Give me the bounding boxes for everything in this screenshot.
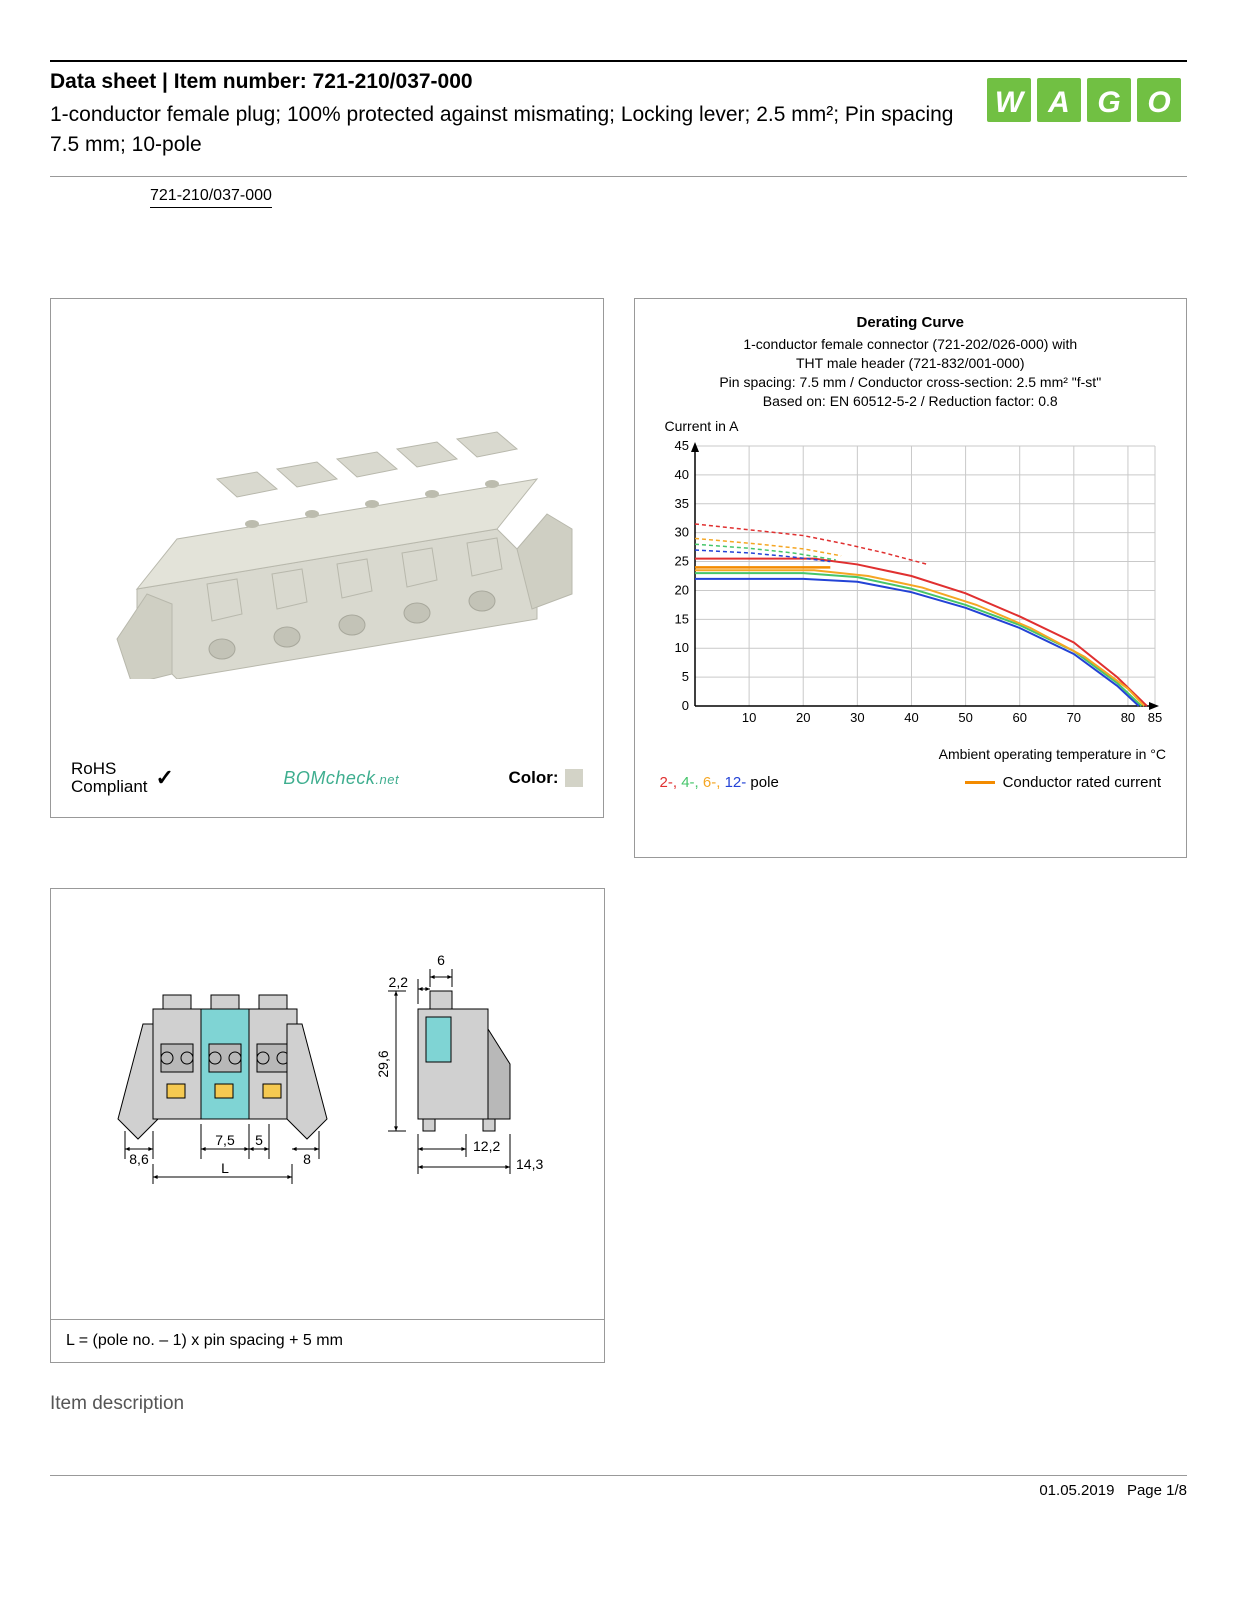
svg-text:O: O (1147, 86, 1170, 119)
svg-text:L: L (221, 1160, 229, 1176)
svg-text:2,2: 2,2 (388, 974, 408, 990)
svg-text:12,2: 12,2 (473, 1138, 500, 1154)
chart-title: Derating Curve (655, 314, 1167, 331)
x-axis-label: Ambient operating temperature in °C (655, 746, 1167, 762)
svg-text:G: G (1097, 86, 1120, 119)
dimension-panel: 8,6 7,5 5 8 L 6 2,2 29,6 12,2 14,3 L = (pole no. … (50, 888, 605, 1363)
svg-text:35: 35 (674, 496, 688, 511)
chart-legend: 2-, 4-, 6-, 12- pole Conductor rated cur… (655, 774, 1167, 791)
rohs-label: RoHS (71, 759, 116, 778)
bomcheck-suffix: .net (375, 772, 399, 787)
legend-rated-swatch (965, 781, 995, 784)
compliant-label: Compliant (71, 777, 148, 796)
svg-text:50: 50 (958, 710, 972, 725)
legend-poles: 2-, 4-, 6-, 12- pole (660, 774, 779, 791)
svg-text:30: 30 (850, 710, 864, 725)
color-block: Color: (508, 768, 582, 788)
chart-sub2: THT male header (721-832/001-000) (655, 354, 1167, 373)
svg-text:80: 80 (1120, 710, 1134, 725)
svg-text:29,6: 29,6 (375, 1050, 391, 1077)
chart-sub3: Pin spacing: 7.5 mm / Conductor cross-se… (655, 373, 1167, 392)
svg-text:40: 40 (674, 467, 688, 482)
product-image-panel: RoHS Compliant ✓ BOMcheck.net Color: (50, 298, 604, 818)
footer-divider (50, 1475, 1187, 1476)
bomcheck-logo: BOMcheck.net (283, 768, 399, 789)
chart-plot: 0 5 10 15 20 25 30 35 40 45 10 20 30 40 50 60 70 80 85 (655, 436, 1165, 746)
svg-text:5: 5 (681, 670, 688, 685)
item-number-link[interactable]: 721-210/037-000 (150, 187, 272, 208)
title-prefix: Data sheet | Item number: (50, 70, 313, 93)
dimension-formula: L = (pole no. – 1) x pin spacing + 5 mm (51, 1319, 604, 1362)
rohs-text: RoHS Compliant (71, 760, 148, 797)
svg-text:A: A (1047, 86, 1070, 119)
svg-text:0: 0 (681, 698, 688, 713)
svg-text:W: W (995, 86, 1026, 119)
y-axis-label: Current in A (665, 418, 1167, 434)
svg-text:6: 6 (437, 952, 445, 968)
legend-rated: Conductor rated current (965, 774, 1161, 791)
header: Data sheet | Item number: 721-210/037-00… (50, 60, 1187, 177)
svg-text:10: 10 (674, 641, 688, 656)
svg-text:45: 45 (674, 438, 688, 453)
title-item-number: 721-210/037-000 (313, 70, 473, 93)
chart-sub4: Based on: EN 60512-5-2 / Reduction facto… (655, 392, 1167, 411)
svg-text:15: 15 (674, 612, 688, 627)
product-drawing (71, 319, 583, 699)
top-panels: RoHS Compliant ✓ BOMcheck.net Color: Der… (50, 298, 1187, 858)
footer-date: 01.05.2019 (1039, 1482, 1114, 1499)
brand-logo: W A G O (987, 70, 1187, 135)
chart-panel: Derating Curve 1-conductor female connec… (634, 298, 1188, 858)
svg-text:20: 20 (674, 583, 688, 598)
svg-text:60: 60 (1012, 710, 1026, 725)
svg-text:70: 70 (1066, 710, 1080, 725)
svg-text:20: 20 (796, 710, 810, 725)
footer-page: Page 1/8 (1127, 1482, 1187, 1499)
rohs-block: RoHS Compliant ✓ (71, 760, 174, 797)
color-label: Color: (508, 768, 558, 788)
bomcheck-text: BOMcheck (283, 768, 375, 788)
checkmark-icon: ✓ (156, 765, 174, 791)
color-swatch (565, 769, 583, 787)
svg-text:40: 40 (904, 710, 918, 725)
svg-text:7,5: 7,5 (215, 1132, 235, 1148)
svg-text:25: 25 (674, 554, 688, 569)
product-footer: RoHS Compliant ✓ BOMcheck.net Color: (71, 760, 583, 797)
dimension-drawing: 8,6 7,5 5 8 L 6 2,2 29,6 12,2 14,3 (51, 889, 604, 1289)
svg-text:30: 30 (674, 525, 688, 540)
page-subtitle: 1-conductor female plug; 100% protected … (50, 100, 987, 161)
chart-sub1: 1-conductor female connector (721-202/02… (655, 335, 1167, 354)
svg-text:10: 10 (741, 710, 755, 725)
svg-text:8,6: 8,6 (129, 1151, 149, 1167)
svg-text:85: 85 (1147, 710, 1161, 725)
svg-text:8: 8 (303, 1151, 311, 1167)
svg-text:5: 5 (255, 1132, 263, 1148)
header-text: Data sheet | Item number: 721-210/037-00… (50, 70, 987, 161)
svg-text:14,3: 14,3 (516, 1156, 543, 1172)
section-heading: Item description (50, 1393, 1187, 1415)
page-footer: 01.05.2019 Page 1/8 (50, 1482, 1187, 1499)
page-title: Data sheet | Item number: 721-210/037-00… (50, 70, 987, 94)
legend-rated-label: Conductor rated current (1003, 774, 1161, 791)
